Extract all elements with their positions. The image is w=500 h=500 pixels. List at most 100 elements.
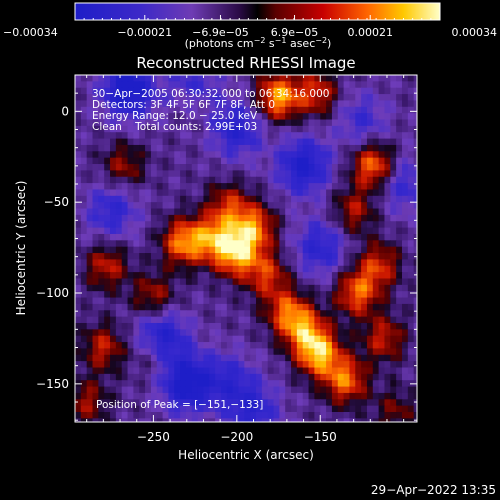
heatmap-cell <box>296 183 304 191</box>
heatmap-cell <box>331 284 339 292</box>
heatmap-cell <box>232 125 240 133</box>
heatmap-cell <box>115 106 123 114</box>
heatmap-cell <box>185 106 193 114</box>
heatmap-cell <box>197 233 205 241</box>
y-tick-label: −150 <box>36 377 69 391</box>
heatmap-cell <box>209 221 216 229</box>
heatmap-cell <box>174 81 181 89</box>
heatmap-cell <box>296 310 304 318</box>
heatmap-cell <box>349 367 356 375</box>
heatmap-cell <box>366 227 374 235</box>
heatmap-cell <box>238 361 245 369</box>
heatmap-cell <box>273 342 280 350</box>
heatmap-cell <box>220 75 228 82</box>
heatmap-cell <box>244 412 251 419</box>
heatmap-cell <box>396 81 403 89</box>
heatmap-cell <box>191 284 199 292</box>
heatmap-cell <box>168 297 175 305</box>
heatmap-cell <box>86 399 94 407</box>
heatmap-cell <box>361 367 368 375</box>
heatmap-cell <box>279 164 286 171</box>
heatmap-cell <box>384 75 391 82</box>
heatmap-cell <box>320 119 327 127</box>
heatmap-cell <box>302 399 310 407</box>
heatmap-cell <box>232 310 240 318</box>
heatmap-cell <box>150 278 158 286</box>
heatmap-cell <box>145 278 152 286</box>
heatmap-cell <box>86 75 94 82</box>
heatmap-cell <box>314 316 321 324</box>
heatmap-cell <box>191 291 199 299</box>
heatmap-cell <box>407 100 415 108</box>
heatmap-cell <box>115 335 123 343</box>
heatmap-cell <box>296 214 304 222</box>
heatmap-cell <box>250 202 257 210</box>
heatmap-cell <box>390 335 397 343</box>
heatmap-cell <box>203 329 210 337</box>
heatmap-cell <box>273 412 280 419</box>
heatmap-cell <box>413 265 417 273</box>
heatmap-cell <box>220 348 228 356</box>
heatmap-cell <box>98 418 105 422</box>
heatmap-cell <box>326 399 333 407</box>
heatmap-cell <box>75 113 82 121</box>
heatmap-cell <box>296 100 304 108</box>
heatmap-cell <box>250 170 257 178</box>
heatmap-cell <box>361 259 368 267</box>
heatmap-cell <box>244 100 251 108</box>
heatmap-cell <box>296 138 304 146</box>
heatmap-cell <box>110 119 117 127</box>
heatmap-cell <box>238 284 245 292</box>
heatmap-cell <box>250 386 257 394</box>
heatmap-cell <box>191 373 199 381</box>
heatmap-cell <box>220 297 228 305</box>
heatmap-cell <box>308 272 315 280</box>
heatmap-cell <box>308 354 315 362</box>
heatmap-cell <box>261 259 269 267</box>
heatmap-cell <box>337 176 345 184</box>
heatmap-cell <box>390 233 397 241</box>
heatmap-cell <box>296 380 304 388</box>
heatmap-cell <box>413 195 417 203</box>
heatmap-cell <box>226 157 234 165</box>
heatmap-cell <box>355 246 362 254</box>
heatmap-cell <box>285 348 292 356</box>
heatmap-cell <box>203 412 210 419</box>
heatmap-cell <box>75 399 82 407</box>
heatmap-cell <box>413 405 417 413</box>
heatmap-cell <box>291 164 298 171</box>
heatmap-cell <box>366 303 374 311</box>
colorbar-unit-part: s <box>265 37 274 50</box>
heatmap-cell <box>407 157 415 165</box>
heatmap-cell <box>314 189 321 197</box>
heatmap-cell <box>191 354 199 362</box>
heatmap-cell <box>232 119 240 127</box>
heatmap-cell <box>226 380 234 388</box>
heatmap-cell <box>244 329 251 337</box>
heatmap-cell <box>203 322 210 330</box>
heatmap-cell <box>407 87 415 95</box>
heatmap-cell <box>314 278 321 286</box>
heatmap-cell <box>232 367 240 375</box>
heatmap-cell <box>238 405 245 413</box>
heatmap-cell <box>238 259 245 267</box>
heatmap-cell <box>133 335 140 343</box>
heatmap-cell <box>413 157 417 165</box>
heatmap-cell <box>92 221 99 229</box>
heatmap-cell <box>185 221 193 229</box>
heatmap-cell <box>185 119 193 127</box>
heatmap-cell <box>145 221 152 229</box>
heatmap-cell <box>413 246 417 254</box>
heatmap-cell <box>285 183 292 191</box>
heatmap-cell <box>174 405 181 413</box>
heatmap-cell <box>343 265 351 273</box>
heatmap-cell <box>168 272 175 280</box>
heatmap-cell <box>203 253 210 260</box>
heatmap-cell <box>320 386 327 394</box>
heatmap-cell <box>232 195 240 203</box>
heatmap-cell <box>80 240 88 248</box>
heatmap-cell <box>244 81 251 89</box>
heatmap-cell <box>98 189 105 197</box>
heatmap-cell <box>291 151 298 159</box>
x-tick-labels: −250 −200 −150 <box>137 430 337 444</box>
